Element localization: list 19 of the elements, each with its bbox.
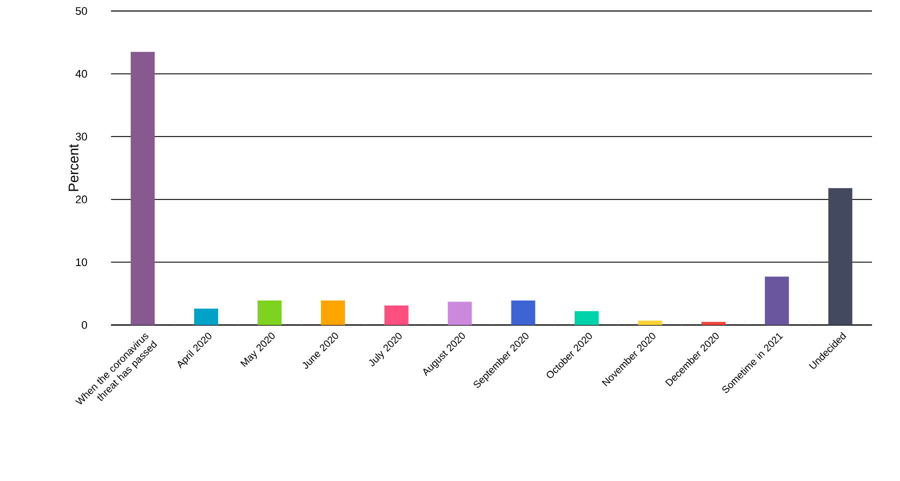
y-tick-label: 0 xyxy=(82,321,88,329)
bar xyxy=(448,302,472,325)
bar xyxy=(638,320,662,325)
bar xyxy=(384,306,408,325)
bar xyxy=(574,311,599,325)
y-tick-label: 20 xyxy=(76,196,88,204)
bar xyxy=(511,300,536,325)
y-tick-label: 30 xyxy=(76,132,88,140)
y-tick-label: 40 xyxy=(76,70,88,78)
y-tick-label: 50 xyxy=(76,7,88,15)
bar xyxy=(194,308,218,325)
bar xyxy=(828,188,852,325)
y-axis-title: Percent xyxy=(68,144,78,191)
bar xyxy=(258,300,282,325)
bar xyxy=(130,52,155,325)
bar xyxy=(701,322,726,325)
bar xyxy=(764,276,789,325)
y-tick-label: 10 xyxy=(76,258,88,266)
bar xyxy=(320,300,345,325)
